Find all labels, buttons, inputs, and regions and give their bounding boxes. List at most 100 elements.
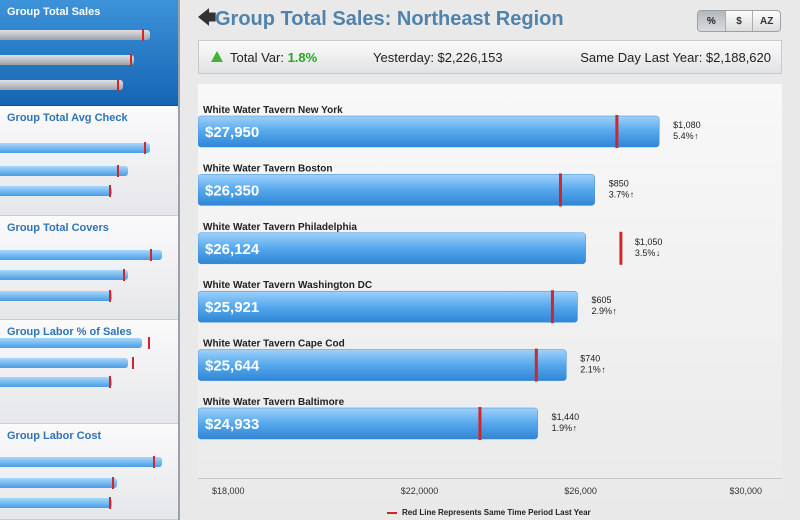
total-variance-value: 1.8%	[287, 50, 318, 65]
red-line-legend-icon	[387, 511, 397, 514]
sidebar-mini-marker	[109, 376, 111, 388]
location-name: White Water Tavern New York	[203, 105, 343, 116]
sidebar-mini-bar	[0, 477, 117, 489]
page-title: Group Total Sales: Northeast Region	[215, 8, 564, 30]
location-name: White Water Tavern Philadelphia	[203, 222, 357, 233]
sidebar-mini-marker	[130, 54, 132, 66]
sidebar-mini-bar	[0, 54, 134, 66]
sidebar-mini-bar	[0, 165, 128, 177]
sidebar-mini-marker	[132, 357, 134, 369]
sidebar-mini-bar	[0, 456, 162, 468]
sort-toggle: % $ AZ	[697, 10, 781, 32]
sales-bar-value: $24,933	[205, 416, 259, 433]
location-name: White Water Tavern Cape Cod	[203, 339, 345, 350]
sidebar-mini-bar	[0, 185, 112, 197]
toggle-dollar-button[interactable]: $	[724, 11, 753, 31]
sidebar-panel-title: Group Labor Cost	[7, 430, 102, 442]
variance-amount: $1,050	[635, 237, 663, 247]
location-name: White Water Tavern Boston	[203, 163, 332, 174]
sales-chart-svg: White Water Tavern New York $27,950 $1,080…	[198, 105, 762, 496]
sidebar-mini-marker	[117, 165, 119, 177]
sidebar-panel[interactable]: Group Total Sales	[0, 0, 178, 106]
sidebar-panel-title: Group Total Sales	[7, 6, 101, 18]
sidebar-mini-bar	[0, 29, 150, 41]
sales-bar-value: $25,644	[205, 358, 260, 375]
sidebar-mini-marker	[142, 29, 144, 41]
yesterday-total: Yesterday: $2,226,153	[373, 50, 503, 65]
chart-row[interactable]: White Water Tavern Washington DC $25,921 $…	[198, 280, 617, 324]
sales-bar	[198, 290, 578, 323]
sidebar: Group Total Sales Group Total Avg Check Gr…	[0, 0, 180, 520]
sales-chart: White Water Tavern New York $27,950 $1,080…	[198, 84, 782, 500]
chart-row[interactable]: White Water Tavern Boston $26,350 $8503.7%…	[198, 163, 635, 207]
sidebar-mini-marker	[148, 337, 150, 349]
back-arrow-icon[interactable]: 🡄	[197, 8, 217, 29]
sidebar-mini-bar	[0, 357, 134, 369]
chart-row[interactable]: White Water Tavern Philadelphia $26,124 $1…	[198, 222, 662, 265]
total-variance: Total Var: 1.8%	[230, 50, 317, 65]
last-year-marker	[550, 290, 554, 324]
sales-bar	[198, 232, 586, 265]
sales-bar-value: $27,950	[205, 124, 259, 141]
variance-amount: $1,440	[552, 412, 580, 422]
x-tick-label: $22,0000	[401, 486, 439, 496]
x-tick-label: $26,000	[564, 486, 597, 496]
location-name: White Water Tavern Washington DC	[203, 280, 372, 291]
sidebar-panel-title: Group Total Covers	[7, 222, 109, 234]
total-variance-label: Total Var:	[230, 50, 284, 65]
last-year-marker	[534, 348, 538, 382]
sales-bar	[198, 349, 567, 381]
chart-legend: Red Line Represents Same Time Period Las…	[387, 508, 591, 517]
sidebar-panel[interactable]: Group Total Covers	[0, 216, 178, 320]
variance-percent: 2.9%	[591, 306, 612, 316]
sidebar-panel[interactable]: Group Labor % of Sales	[0, 320, 178, 424]
sidebar-mini-marker	[109, 497, 111, 509]
sidebar-mini-bar	[0, 290, 112, 302]
sidebar-mini-marker	[109, 185, 111, 197]
sidebar-mini-marker	[153, 456, 155, 468]
sales-bar-value: $26,124	[205, 241, 260, 258]
chart-row[interactable]: White Water Tavern Cape Cod $25,644 $7402.…	[198, 339, 606, 382]
sidebar-panel-title: Group Total Avg Check	[7, 112, 128, 124]
summary-bar: Total Var: 1.8% Yesterday: $2,226,153 Sa…	[198, 40, 782, 74]
x-axis-line	[198, 478, 782, 479]
toggle-percent-button[interactable]: %	[698, 11, 725, 31]
last-year-marker	[558, 173, 562, 207]
sidebar-mini-bar	[0, 142, 150, 154]
sidebar-mini-marker	[150, 249, 152, 261]
sales-bar-value: $26,350	[205, 182, 259, 199]
chart-row[interactable]: White Water Tavern Baltimore $24,933 $1,44…	[198, 397, 579, 440]
sales-bar	[198, 115, 660, 148]
arrow-up-icon: ↑	[694, 131, 699, 141]
arrow-up-icon: ↑	[630, 189, 635, 199]
sidebar-mini-bar	[0, 79, 123, 91]
variance-amount: $850	[609, 178, 629, 188]
variance-amount: $740	[580, 354, 600, 364]
sidebar-mini-marker	[123, 269, 125, 281]
sidebar-mini-bar	[0, 497, 112, 509]
sidebar-mini-bar	[0, 249, 162, 261]
sidebar-panel[interactable]: Group Total Avg Check	[0, 106, 178, 216]
legend-text: Red Line Represents Same Time Period Las…	[402, 508, 591, 517]
variance-percent: 3.7%	[609, 189, 630, 199]
arrow-up-icon: ↑	[601, 365, 606, 375]
sidebar-mini-marker	[112, 477, 114, 489]
sidebar-mini-marker	[144, 142, 146, 154]
sidebar-panel[interactable]: Group Labor Cost	[0, 424, 178, 520]
sidebar-panel-title: Group Labor % of Sales	[7, 326, 132, 338]
variance-amount: $1,080	[673, 120, 701, 130]
last-year-marker	[478, 407, 482, 440]
same-day-last-year-total: Same Day Last Year: $2,188,620	[580, 50, 771, 65]
sidebar-mini-bar	[0, 269, 128, 281]
toggle-az-button[interactable]: AZ	[752, 11, 780, 31]
chart-row[interactable]: White Water Tavern New York $27,950 $1,080…	[198, 105, 701, 148]
sales-bar	[198, 174, 595, 206]
variance-percent: 2.1%	[580, 365, 601, 375]
sales-bar-value: $25,921	[205, 299, 259, 316]
x-tick-label: $18,000	[212, 486, 245, 496]
sidebar-mini-marker	[109, 290, 111, 302]
sales-bar	[198, 407, 538, 440]
sidebar-mini-bar	[0, 376, 112, 388]
arrow-down-icon: ↓	[656, 248, 661, 258]
variance-amount: $605	[591, 295, 611, 305]
